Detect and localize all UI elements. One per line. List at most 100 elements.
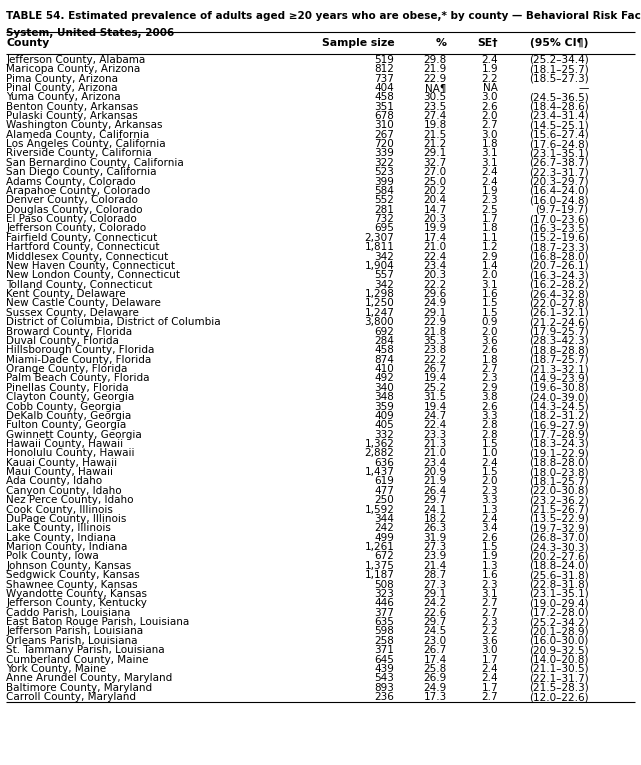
Text: 17.3: 17.3	[424, 692, 447, 702]
Text: 22.9: 22.9	[424, 317, 447, 327]
Text: Cumberland County, Maine: Cumberland County, Maine	[6, 655, 149, 665]
Text: 1.5: 1.5	[481, 439, 498, 449]
Text: 1,362: 1,362	[364, 439, 394, 449]
Text: 17.4: 17.4	[424, 655, 447, 665]
Text: (18.1–25.7): (18.1–25.7)	[529, 477, 588, 487]
Text: 21.5: 21.5	[424, 130, 447, 140]
Text: 21.9: 21.9	[424, 477, 447, 487]
Text: (18.1–25.7): (18.1–25.7)	[529, 64, 588, 74]
Text: Canyon County, Idaho: Canyon County, Idaho	[6, 486, 122, 496]
Text: 678: 678	[374, 111, 394, 121]
Text: Clayton County, Georgia: Clayton County, Georgia	[6, 392, 135, 402]
Text: Fulton County, Georgia: Fulton County, Georgia	[6, 420, 127, 430]
Text: 3.3: 3.3	[481, 411, 498, 421]
Text: 2.6: 2.6	[481, 532, 498, 542]
Text: 2.3: 2.3	[481, 195, 498, 205]
Text: (9.7–19.7): (9.7–19.7)	[535, 205, 588, 215]
Text: Anne Arundel County, Maryland: Anne Arundel County, Maryland	[6, 673, 172, 683]
Text: 20.4: 20.4	[424, 195, 447, 205]
Text: Marion County, Indiana: Marion County, Indiana	[6, 542, 128, 552]
Text: (16.3–24.3): (16.3–24.3)	[529, 270, 588, 280]
Text: 1,250: 1,250	[365, 298, 394, 308]
Text: 1.3: 1.3	[481, 561, 498, 571]
Text: Orange County, Florida: Orange County, Florida	[6, 364, 128, 374]
Text: Tolland County, Connecticut: Tolland County, Connecticut	[6, 280, 153, 290]
Text: 645: 645	[374, 655, 394, 665]
Text: Shawnee County, Kansas: Shawnee County, Kansas	[6, 580, 138, 590]
Text: 23.3: 23.3	[424, 430, 447, 440]
Text: 2.0: 2.0	[481, 327, 498, 337]
Text: 2.4: 2.4	[481, 177, 498, 187]
Text: 1.9: 1.9	[481, 64, 498, 74]
Text: 339: 339	[374, 148, 394, 158]
Text: 3.3: 3.3	[481, 495, 498, 505]
Text: 2.4: 2.4	[481, 55, 498, 65]
Text: 24.1: 24.1	[424, 505, 447, 515]
Text: (19.1–22.9): (19.1–22.9)	[529, 448, 588, 458]
Text: 2.6: 2.6	[481, 345, 498, 355]
Text: Caddo Parish, Louisiana: Caddo Parish, Louisiana	[6, 607, 131, 617]
Text: 695: 695	[374, 223, 394, 233]
Text: (26.7–38.7): (26.7–38.7)	[529, 158, 588, 168]
Text: St. Tammany Parish, Louisiana: St. Tammany Parish, Louisiana	[6, 645, 165, 655]
Text: (25.6–31.8): (25.6–31.8)	[529, 570, 588, 580]
Text: 720: 720	[374, 139, 394, 149]
Text: Maui County, Hawaii: Maui County, Hawaii	[6, 467, 113, 477]
Text: (18.8–28.8): (18.8–28.8)	[529, 345, 588, 355]
Text: 323: 323	[374, 589, 394, 599]
Text: (26.4–32.8): (26.4–32.8)	[529, 289, 588, 299]
Text: (20.3–29.7): (20.3–29.7)	[529, 177, 588, 187]
Text: (13.5–22.9): (13.5–22.9)	[529, 514, 588, 524]
Text: York County, Maine: York County, Maine	[6, 664, 106, 674]
Text: 598: 598	[374, 627, 394, 636]
Text: (19.0–29.4): (19.0–29.4)	[529, 598, 588, 608]
Text: 1.5: 1.5	[481, 298, 498, 308]
Text: 3.4: 3.4	[481, 523, 498, 533]
Text: Wyandotte County, Kansas: Wyandotte County, Kansas	[6, 589, 147, 599]
Text: 812: 812	[374, 64, 394, 74]
Text: 22.4: 22.4	[424, 252, 447, 262]
Text: (17.6–24.8): (17.6–24.8)	[529, 139, 588, 149]
Text: 523: 523	[374, 168, 394, 177]
Text: 21.9: 21.9	[424, 64, 447, 74]
Text: (21.2–24.6): (21.2–24.6)	[529, 317, 588, 327]
Text: 20.3: 20.3	[424, 270, 447, 280]
Text: 242: 242	[374, 523, 394, 533]
Text: Los Angeles County, California: Los Angeles County, California	[6, 139, 166, 149]
Text: East Baton Rouge Parish, Louisiana: East Baton Rouge Parish, Louisiana	[6, 617, 190, 627]
Text: 404: 404	[374, 83, 394, 93]
Text: Arapahoe County, Colorado: Arapahoe County, Colorado	[6, 186, 151, 196]
Text: 2.4: 2.4	[481, 673, 498, 683]
Text: 2.4: 2.4	[481, 514, 498, 524]
Text: 410: 410	[374, 364, 394, 374]
Text: 3.6: 3.6	[481, 636, 498, 646]
Text: New London County, Connecticut: New London County, Connecticut	[6, 270, 180, 280]
Text: Jefferson County, Alabama: Jefferson County, Alabama	[6, 55, 146, 65]
Text: (18.2–31.2): (18.2–31.2)	[529, 411, 588, 421]
Text: Palm Beach County, Florida: Palm Beach County, Florida	[6, 373, 150, 383]
Text: 27.4: 27.4	[424, 111, 447, 121]
Text: (16.0–24.8): (16.0–24.8)	[529, 195, 588, 205]
Text: District of Columbia, District of Columbia: District of Columbia, District of Columb…	[6, 317, 221, 327]
Text: 21.0: 21.0	[424, 448, 447, 458]
Text: 377: 377	[374, 607, 394, 617]
Text: (23.1–35.1): (23.1–35.1)	[529, 148, 588, 158]
Text: (18.3–24.3): (18.3–24.3)	[529, 439, 588, 449]
Text: Nez Perce County, Idaho: Nez Perce County, Idaho	[6, 495, 134, 505]
Text: 21.4: 21.4	[424, 561, 447, 571]
Text: Cobb County, Georgia: Cobb County, Georgia	[6, 402, 122, 412]
Text: 30.5: 30.5	[424, 93, 447, 103]
Text: 20.9: 20.9	[424, 467, 447, 477]
Text: 35.3: 35.3	[424, 336, 447, 346]
Text: 2.9: 2.9	[481, 252, 498, 262]
Text: 1,298: 1,298	[364, 289, 394, 299]
Text: 2.4: 2.4	[481, 168, 498, 177]
Text: (17.0–23.6): (17.0–23.6)	[529, 214, 588, 224]
Text: 1.8: 1.8	[481, 223, 498, 233]
Text: Sample size: Sample size	[322, 37, 394, 48]
Text: (20.1–28.9): (20.1–28.9)	[529, 627, 588, 636]
Text: (22.8–31.8): (22.8–31.8)	[529, 580, 588, 590]
Text: TABLE 54. Estimated prevalence of adults aged ≥20 years who are obese,* by count: TABLE 54. Estimated prevalence of adults…	[6, 11, 641, 21]
Text: 25.8: 25.8	[424, 664, 447, 674]
Text: 477: 477	[374, 486, 394, 496]
